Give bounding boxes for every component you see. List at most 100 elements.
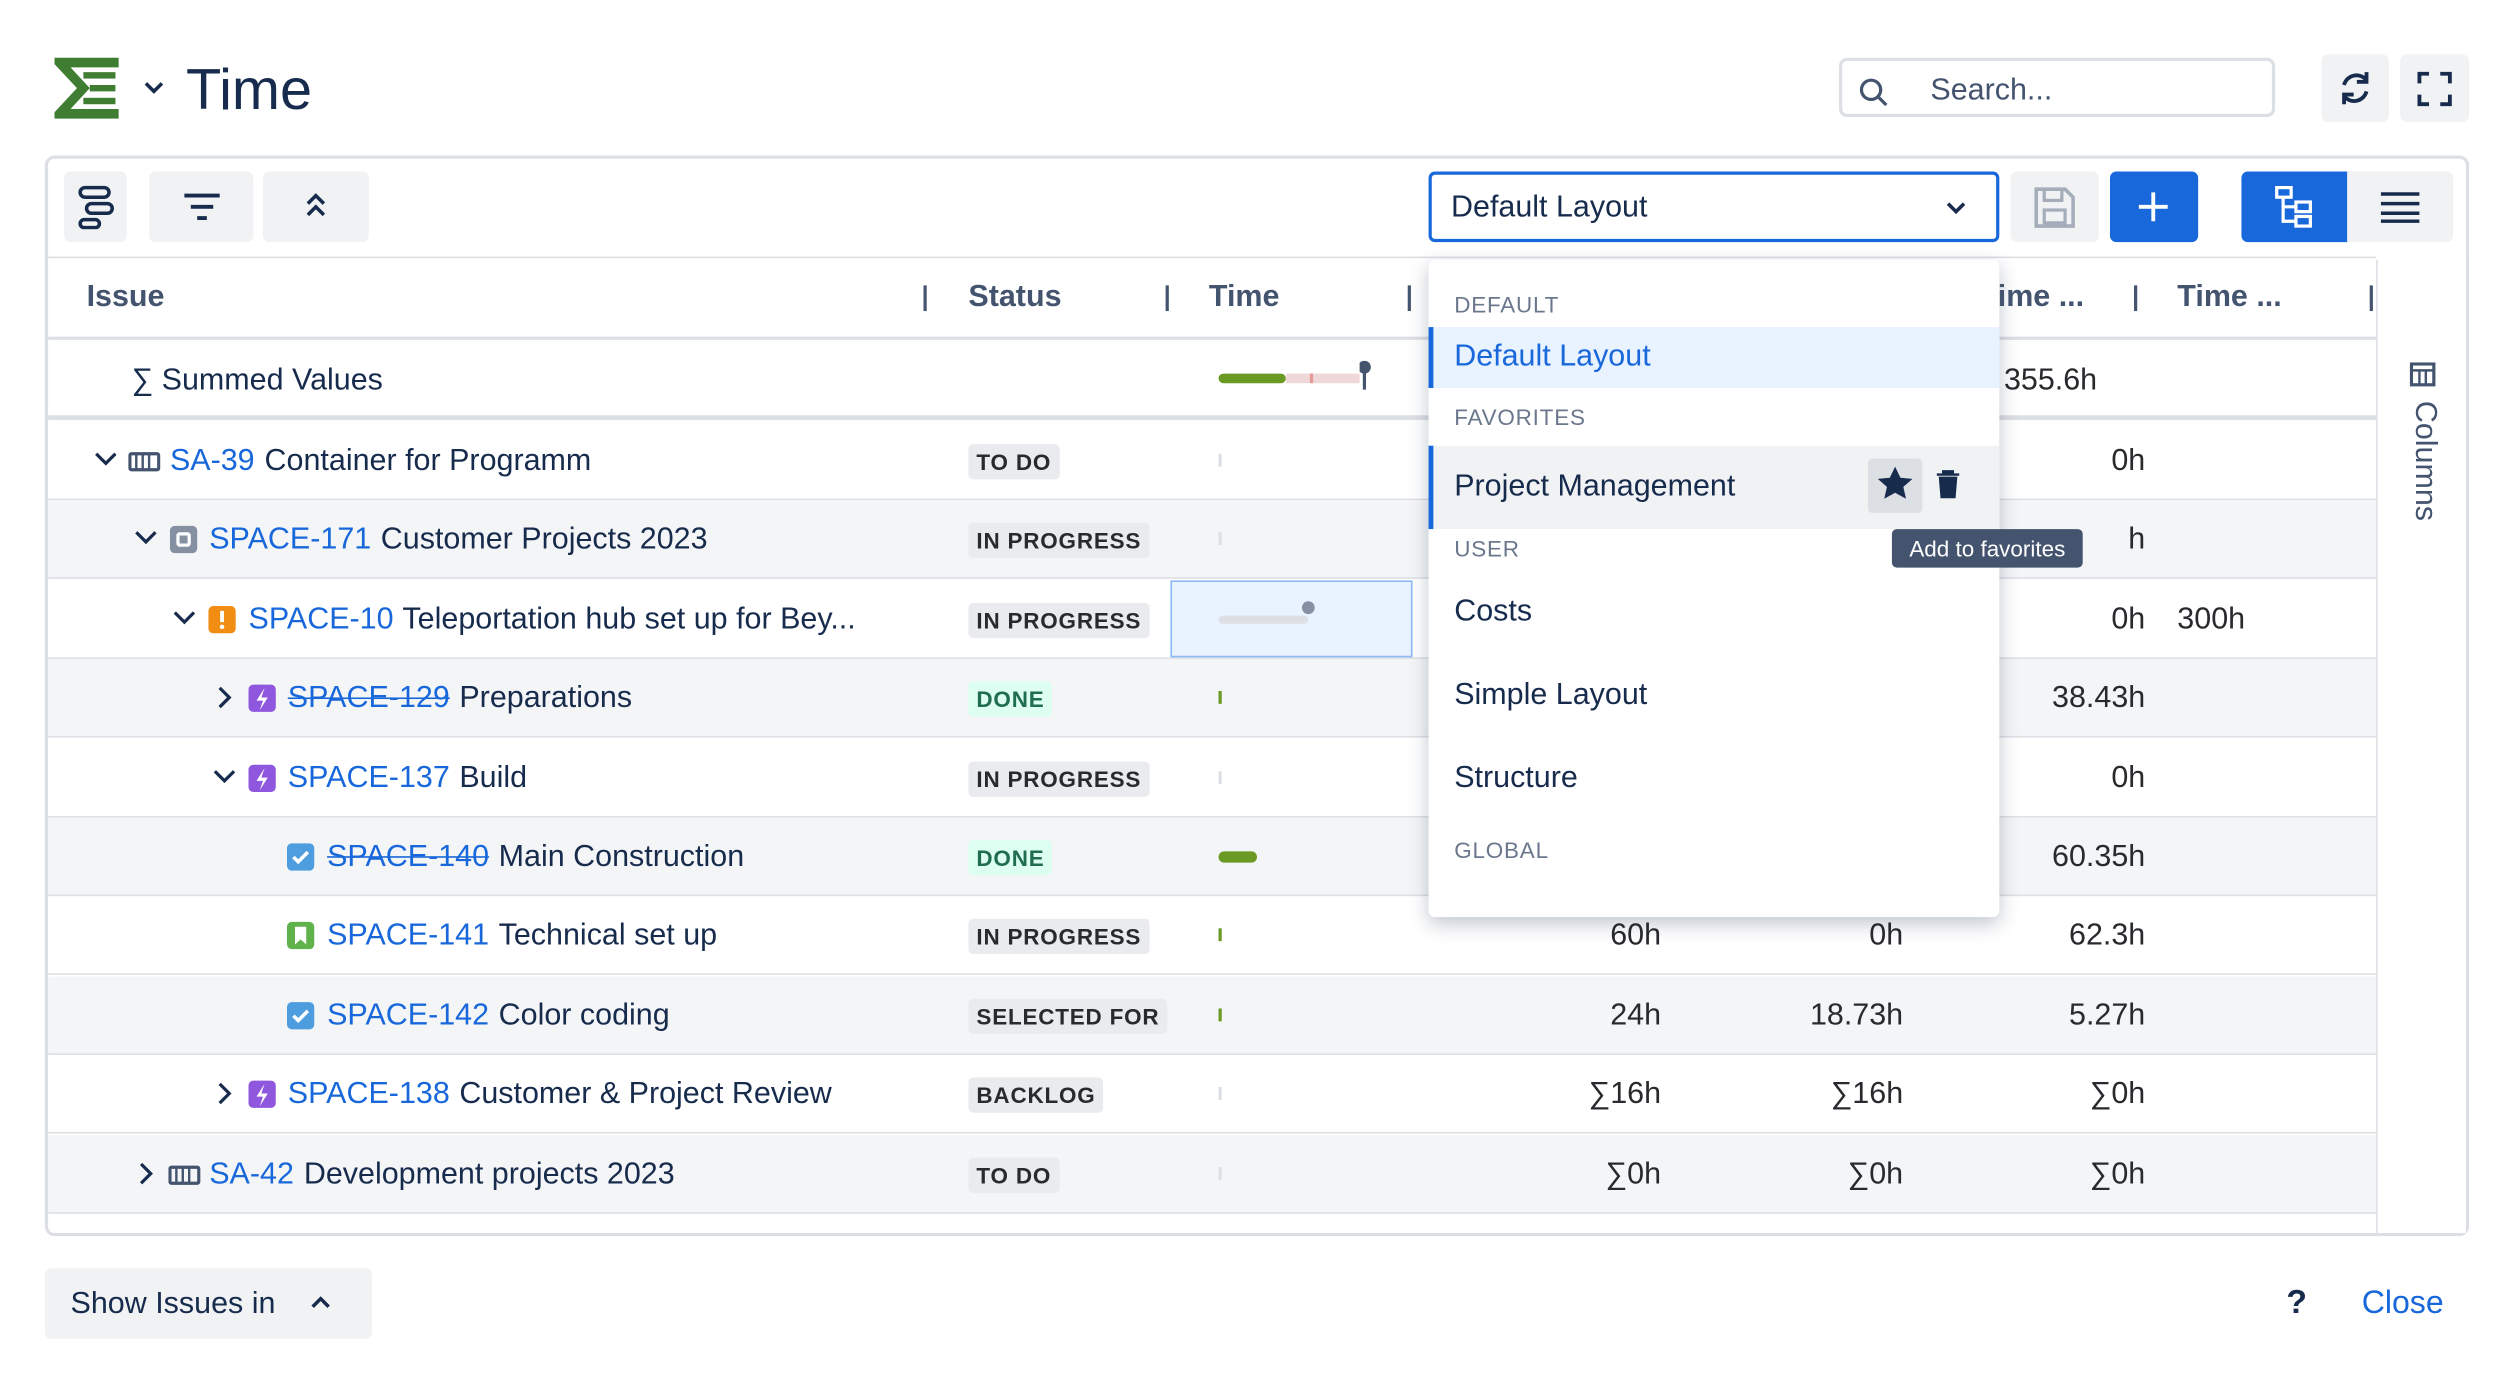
dropdown-section-heading: GLOBAL [1454,836,1549,863]
tree-view-button[interactable] [2241,171,2348,243]
issue-summary: Customer Projects 2023 [380,523,708,557]
issue-summary: Preparations [459,681,633,716]
issue-row[interactable]: SA-42 Development projects 2023 TO DO ∑0h ∑0… [48,1134,2377,1214]
column-resizer[interactable] [923,285,927,312]
time-value: 0h [2111,602,2146,637]
column-resizer[interactable] [2134,285,2138,312]
issue-type-icon [247,764,275,792]
refresh-button[interactable] [2321,54,2389,122]
time-value: 0h [1869,919,1904,953]
issue-summary: Color coding [498,998,670,1033]
tooltip: Add to favorites [1891,529,2083,568]
issue-key[interactable]: SPACE-142 [327,998,490,1033]
expand-toggle[interactable] [132,527,158,553]
summary-value: 355.6h [2003,363,2098,398]
save-button[interactable] [2010,171,2099,243]
time-bar [1218,691,1222,705]
side-panel-label: Columns [2408,400,2442,522]
time-bar [1218,373,1286,384]
close-button[interactable]: Close [2361,1285,2444,1322]
expand-toggle[interactable] [211,764,237,790]
hierarchy-button[interactable] [64,171,127,243]
issue-row[interactable]: SPACE-142 Color coding SELECTED FOR 24h 18.7… [48,976,2377,1055]
issue-row[interactable]: SPACE-129 Preparations DONE 38.43h [48,659,2377,738]
search-box[interactable]: Search... [1839,57,2276,118]
collapse-button[interactable] [262,171,369,243]
issue-row[interactable]: SPACE-137 Build IN PROGRESS 0h [48,738,2377,818]
title: Time [185,56,313,122]
issue-key[interactable]: SPACE-138 [287,1077,450,1112]
issue-key[interactable]: SA-42 [209,1156,294,1191]
time-marker [1301,600,1315,614]
column-resizer[interactable] [1165,285,1169,312]
logo-chevron[interactable] [143,80,165,96]
status-badge: IN PROGRESS [968,760,1150,797]
issue-row[interactable]: SPACE-141 Technical set up IN PROGRESS 60h 0… [48,896,2377,976]
favorite-icons[interactable] [1867,458,1980,514]
expand-toggle[interactable] [132,1160,158,1186]
time-value: ∑0h [1605,1156,1662,1191]
dropdown-item[interactable]: Simple Layout [1454,678,1648,712]
status-badge: IN PROGRESS [968,523,1150,559]
expand-toggle[interactable] [211,685,237,711]
issue-key[interactable]: SPACE-129 [287,681,450,716]
issue-type-icon [247,684,275,713]
issue-type-icon [167,1164,200,1185]
column-header-label: Time ... [2177,280,2282,315]
time-bar [1285,373,1360,384]
time-bar [1309,373,1314,384]
dropdown-item[interactable]: Structure [1454,761,1578,796]
issue-key[interactable]: SPACE-141 [327,919,490,953]
issue-row[interactable]: SA-39 Container for Programm TO DO 0h [48,421,2377,501]
issue-type-icon [247,1080,275,1109]
expand-toggle[interactable] [93,447,119,473]
column-resizer[interactable] [1407,285,1411,312]
column-resizer[interactable] [2369,285,2373,312]
expand-toggle[interactable] [211,1081,237,1107]
expand-toggle[interactable] [172,606,198,632]
issue-key[interactable]: SPACE-137 [287,760,450,795]
side-panel[interactable]: Columns [2376,259,2466,1233]
issue-row[interactable]: SPACE-140 Main Construction DONE 60.35h [48,817,2377,897]
dropdown-section-heading: USER [1454,535,1520,562]
issue-key[interactable]: SPACE-171 [209,523,372,557]
fullscreen-button[interactable] [2400,54,2470,122]
time-value: 38.43h [2052,681,2146,716]
help-button[interactable]: ? [2286,1284,2307,1322]
time-value: 62.3h [2069,919,2146,953]
filter-button[interactable] [149,171,254,243]
issue-key[interactable]: SPACE-10 [248,602,394,637]
issue-row[interactable]: SPACE-10 Teleportation hub set up for Bey… [48,580,2377,659]
add-button[interactable] [2109,171,2199,243]
issue-row[interactable]: SPACE-138 Customer & Project Review BACKLO… [48,1055,2377,1134]
time-bar [1218,928,1222,942]
dropdown-item-selected-bg[interactable] [1428,327,2000,389]
dropdown-item[interactable]: Project Management [1454,469,1736,504]
structure-panel [44,155,2470,1237]
dropdown-item[interactable]: Costs [1454,594,1533,629]
time-value: 5.27h [2069,998,2146,1033]
issue-summary: Main Construction [498,840,745,874]
issue-summary: Build [459,760,528,795]
layout-select-value: Default Layout [1451,190,1648,225]
layout-select[interactable]: Default Layout [1428,171,2000,243]
app-logo [54,57,119,119]
status-badge: DONE [968,840,1053,876]
time-value: 60h [1610,919,1662,953]
time-value: h [2128,523,2146,557]
issue-summary: Technical set up [498,919,718,953]
issue-key[interactable]: SPACE-140 [327,840,490,874]
dropdown-item[interactable]: Default Layout [1454,339,1651,374]
show-issues-button[interactable]: Show Issues in [44,1268,372,1339]
favorite-actions [1867,458,1980,514]
time-value: ∑0h [1847,1156,1904,1191]
issue-key[interactable]: SA-39 [169,444,255,478]
time-bar [1218,770,1222,784]
list-view-button[interactable] [2347,171,2454,243]
time-bar [1218,1166,1222,1180]
time-value: ∑16h [1830,1077,1904,1112]
time-bar [1218,1087,1222,1101]
issue-type-icon [286,1001,315,1030]
